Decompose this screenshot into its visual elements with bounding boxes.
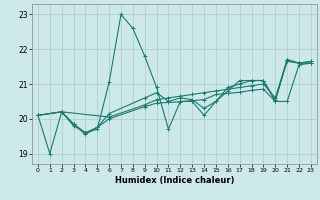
- X-axis label: Humidex (Indice chaleur): Humidex (Indice chaleur): [115, 176, 234, 185]
